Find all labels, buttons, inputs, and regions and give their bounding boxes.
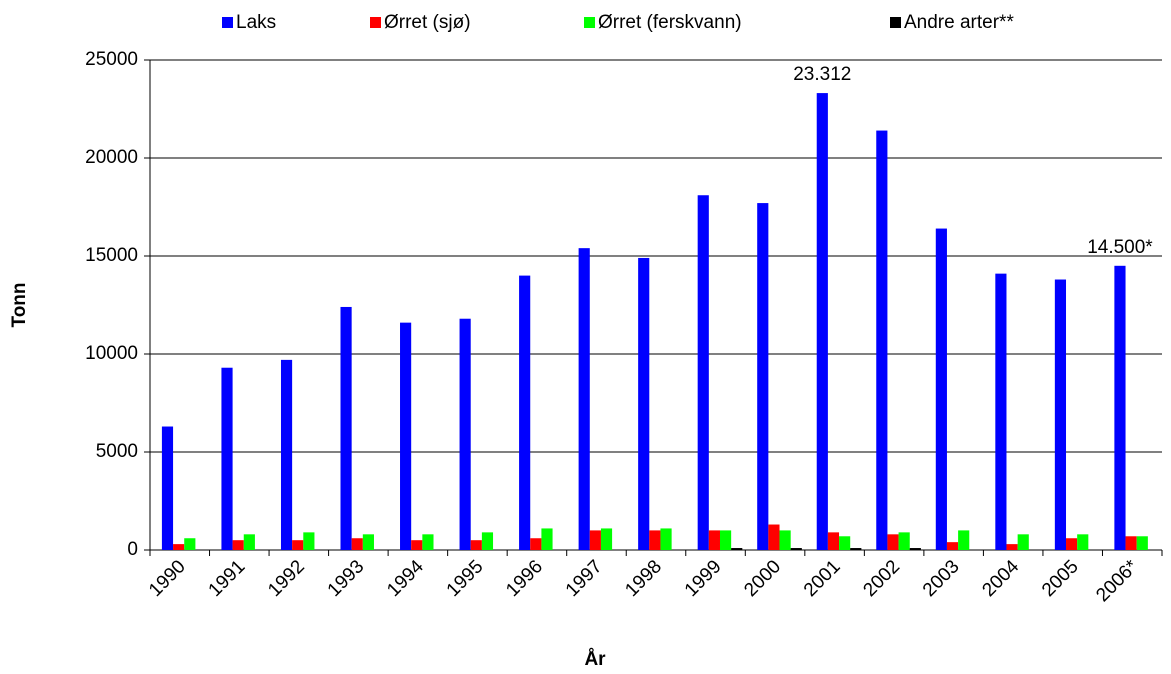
bar	[887, 534, 899, 550]
bar	[303, 532, 315, 550]
bar	[1006, 544, 1018, 550]
bar	[638, 257, 650, 550]
y-tick-label: 5000	[96, 441, 138, 462]
legend-label: Andre arter**	[904, 12, 1014, 33]
x-tick-label: 2000	[740, 556, 785, 601]
bar	[1114, 265, 1126, 550]
legend-swatch	[584, 17, 595, 28]
bar	[173, 544, 185, 550]
x-tick-label: 1990	[145, 556, 190, 601]
bar	[1136, 536, 1148, 550]
bar	[589, 530, 601, 550]
legend-label: Ørret (ferskvann)	[598, 12, 742, 33]
x-tick-label: 1992	[264, 556, 309, 601]
bar	[541, 528, 553, 550]
bar	[909, 548, 921, 550]
bar	[578, 248, 590, 550]
y-tick-label: 15000	[85, 245, 138, 266]
legend-swatch	[890, 17, 901, 28]
data-label: 23.312	[793, 64, 851, 85]
bar	[161, 426, 174, 550]
x-tick-label: 2005	[1038, 556, 1083, 601]
bar	[470, 540, 482, 550]
bar	[876, 130, 888, 550]
bar	[935, 228, 947, 550]
y-axis-title: Tonn	[9, 282, 30, 327]
bar	[839, 536, 851, 550]
x-tick-label: 1995	[443, 556, 488, 601]
bar	[779, 530, 791, 550]
bar	[731, 548, 743, 550]
x-tick-label: 2003	[919, 556, 964, 601]
legend-label: Laks	[236, 12, 276, 33]
x-axis-title: År	[584, 649, 606, 670]
x-tick-label: 2004	[978, 556, 1023, 601]
x-tick-label: 1993	[324, 556, 369, 601]
bar	[816, 93, 828, 550]
bar	[757, 203, 769, 550]
x-tick-label: 2001	[800, 556, 845, 601]
bar	[660, 528, 672, 550]
bar	[340, 306, 352, 550]
legend-swatch	[370, 17, 381, 28]
x-tick-label: 2006*	[1092, 556, 1142, 606]
x-tick-label: 1997	[562, 556, 607, 601]
bar	[459, 318, 471, 550]
bar	[221, 367, 233, 550]
bar	[351, 538, 363, 550]
bar	[790, 548, 802, 550]
legend-label: Ørret (sjø)	[384, 12, 471, 33]
x-tick-label: 1999	[681, 556, 726, 601]
bar	[1054, 279, 1067, 550]
bar	[243, 534, 255, 550]
bar	[600, 528, 613, 550]
bar	[422, 534, 434, 550]
bar	[850, 548, 862, 550]
bar	[292, 540, 304, 550]
data-label: 14.500*	[1087, 237, 1153, 258]
bar	[1125, 536, 1137, 550]
x-tick-label: 1998	[621, 556, 666, 601]
x-tick-label: 1994	[383, 556, 428, 601]
bar	[362, 534, 374, 550]
bar	[232, 540, 244, 550]
bar	[184, 538, 196, 550]
bar	[708, 530, 720, 550]
bar	[1017, 534, 1029, 550]
y-tick-label: 20000	[85, 147, 138, 168]
bar	[898, 532, 910, 550]
bar	[995, 273, 1007, 550]
y-tick-label: 25000	[85, 49, 138, 70]
bar	[1077, 534, 1089, 550]
bar	[946, 542, 959, 550]
bar	[697, 195, 709, 551]
bar	[519, 275, 531, 550]
y-tick-label: 0	[127, 539, 138, 560]
bar	[280, 359, 293, 550]
bar	[481, 532, 494, 550]
y-tick-label: 10000	[85, 343, 138, 364]
bar	[719, 530, 732, 550]
bar	[1066, 538, 1078, 550]
x-tick-label: 2002	[859, 556, 904, 601]
bar	[530, 538, 542, 550]
bar	[827, 532, 840, 550]
bar	[958, 530, 970, 550]
x-tick-label: 1996	[502, 556, 547, 601]
bar	[768, 524, 780, 550]
x-tick-label: 1991	[205, 556, 250, 601]
bar	[649, 530, 661, 550]
legend-swatch	[222, 17, 233, 28]
bar	[400, 322, 412, 550]
bar	[411, 540, 423, 550]
